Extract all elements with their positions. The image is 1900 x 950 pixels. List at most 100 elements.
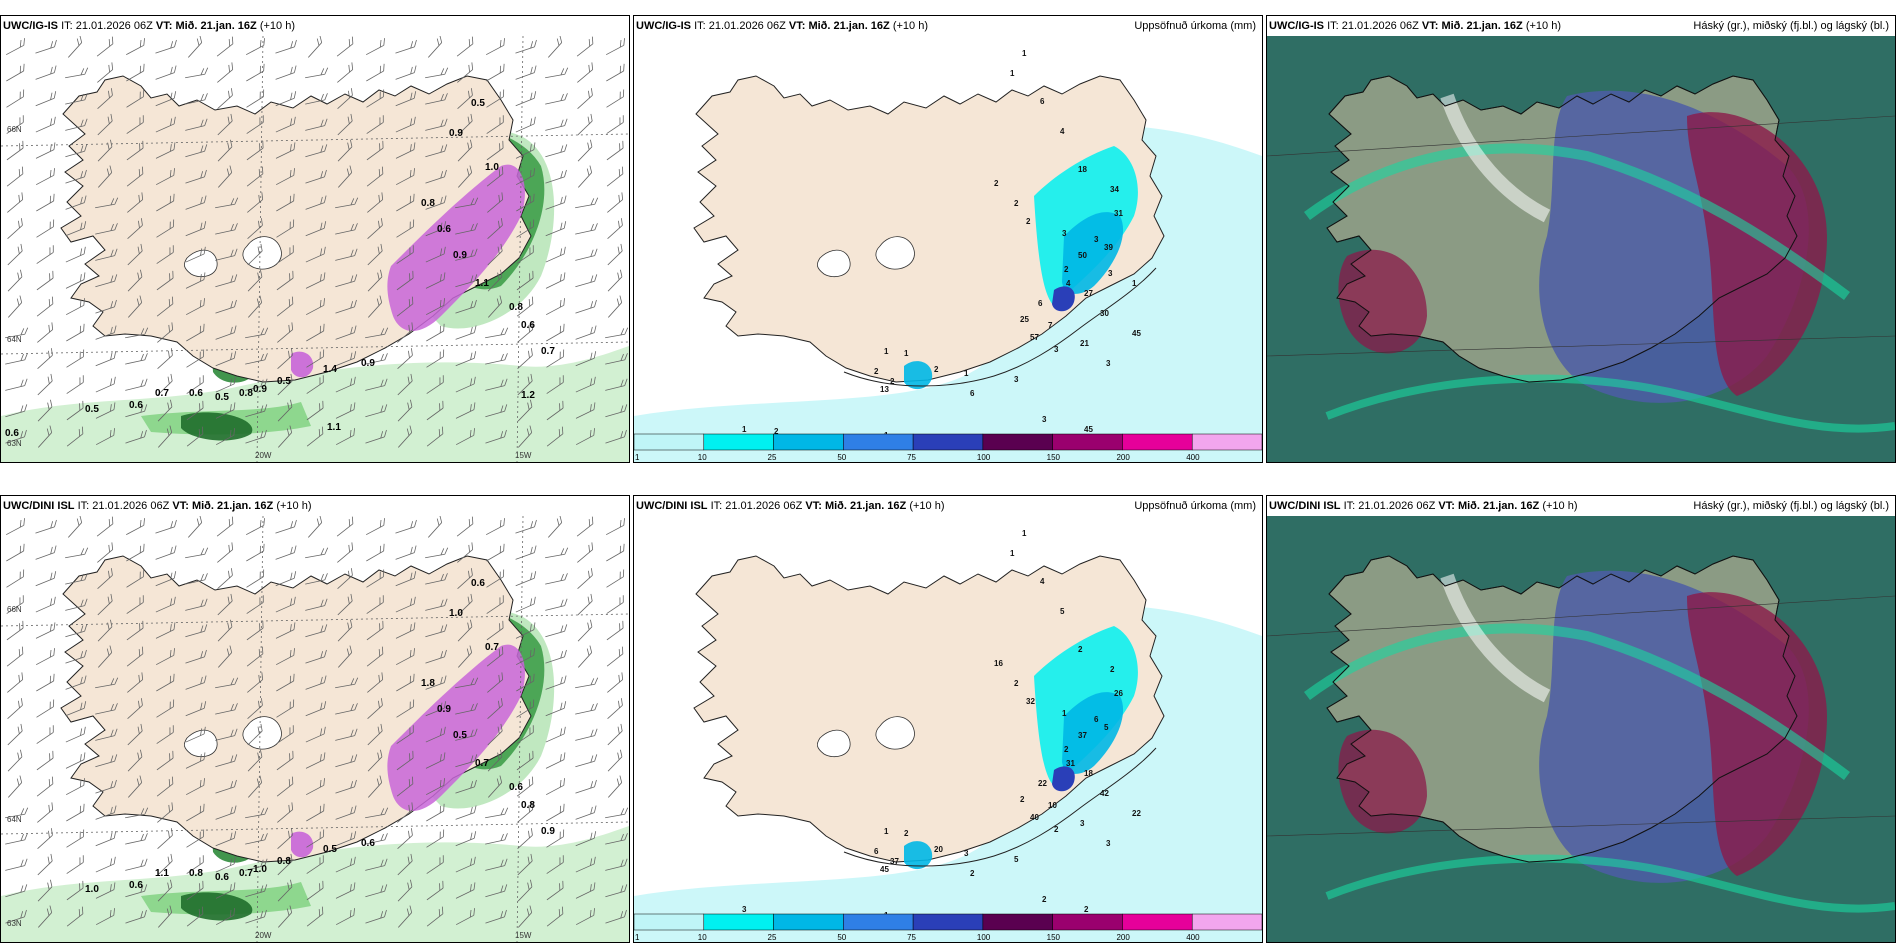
wind-barb [246, 115, 264, 134]
wind-barb [185, 752, 206, 769]
wind-barb [276, 699, 295, 718]
colorbar-tick: 25 [768, 453, 777, 462]
lat-label: 66N [7, 605, 22, 614]
wind-barb [485, 353, 508, 365]
wind-barb [575, 677, 599, 689]
wind-barb [305, 272, 326, 289]
wind-barb [335, 856, 356, 873]
clear-sky [1440, 93, 1551, 223]
wind-barb [396, 193, 415, 212]
colorbar-swatch [1191, 913, 1262, 931]
wind-barb [365, 833, 388, 845]
wind-barb [276, 725, 294, 744]
wind-barb [365, 884, 388, 898]
wind-barb [335, 402, 356, 419]
wind-value-label: 1.2 [521, 390, 535, 401]
wind-barb [275, 168, 295, 186]
precip-value-label: 2 [1054, 825, 1059, 834]
cloud-cover-edge [1325, 374, 1895, 433]
wind-barb [335, 197, 359, 209]
wind-barb [367, 269, 383, 292]
wind-barb [575, 402, 596, 419]
cloud-cover-edge [1304, 143, 1850, 301]
wind-barb [156, 699, 175, 718]
wind-barb [185, 778, 205, 796]
wind-barb [306, 855, 324, 874]
precip-value-label: 3 [964, 849, 969, 858]
wind-barb [127, 723, 143, 746]
wind-barb [545, 726, 566, 743]
wind-barb [35, 648, 55, 666]
wind-value-label: 0.8 [189, 868, 203, 879]
wind-barb [245, 38, 265, 56]
precip-value-label: 45 [1084, 425, 1093, 434]
cloud-map[interactable] [1267, 36, 1895, 462]
precip-value-label: 2 [1084, 905, 1089, 914]
wind-barb [215, 376, 236, 393]
wind-barb [156, 193, 175, 212]
wind-barb [485, 378, 508, 391]
colorbar-tick: 10 [698, 453, 707, 462]
wind-barb [185, 169, 207, 184]
wind-barb [607, 243, 623, 266]
wind-barb [545, 67, 569, 79]
wind-barb [517, 853, 533, 876]
wind-value-label: 0.9 [361, 358, 375, 369]
wind-barb [37, 322, 54, 343]
precip-map[interactable]: 1145216232226126537311822210403422232532… [634, 516, 1262, 942]
precip-value-label: 26 [1114, 689, 1123, 698]
wind-barb [335, 325, 357, 340]
wind-barb [338, 645, 353, 668]
wind-barb [546, 855, 564, 874]
wind-barb [247, 698, 263, 719]
wind-barb [186, 349, 205, 368]
wind-barb [308, 516, 323, 538]
wind-barb [606, 646, 624, 667]
wind-barb [278, 905, 293, 928]
wind-barb [426, 349, 445, 368]
precip-value-label: 3 [1108, 269, 1113, 278]
wind-barb [246, 569, 265, 588]
cloud-map[interactable] [1267, 516, 1895, 942]
wind-barb [126, 166, 144, 187]
wind-barb [97, 542, 114, 563]
wind-barb [605, 327, 629, 339]
precip-value-label: 1 [964, 369, 969, 378]
wind-barb [337, 88, 353, 109]
wind-barb [518, 905, 533, 928]
wind-barb [65, 573, 88, 585]
wind-barb [36, 296, 54, 317]
wind-barb [575, 805, 597, 820]
wind-barb [488, 295, 503, 318]
precip-value-label: 27 [1084, 289, 1093, 298]
precip-value-label: 2 [994, 179, 999, 188]
precip-high [904, 361, 933, 390]
wind-barb [6, 569, 25, 588]
panel-title: UWC/IG-IS IT: 21.01.2026 06Z VT: Mið. 21… [636, 20, 928, 32]
colorbar-tick: 150 [1047, 933, 1061, 942]
wind-barb [185, 675, 207, 690]
wind-barb [7, 218, 23, 239]
wind-barb [515, 39, 537, 54]
lon-label: 20W [255, 931, 272, 940]
wind-barb [36, 699, 55, 718]
precip-value-label: 1 [1062, 709, 1067, 718]
precip-value-label: 50 [1078, 251, 1087, 260]
wind-barb [7, 723, 23, 746]
precip-map[interactable]: 1164182223431323395042762575721304533312… [634, 36, 1262, 462]
wind-barb [335, 728, 358, 741]
wind-barb [305, 195, 327, 210]
wind-barb [368, 295, 383, 318]
precip-value-label: 3 [1094, 235, 1099, 244]
wind-barb [456, 516, 474, 537]
wind-barb [155, 519, 177, 534]
wind-value-label: 0.6 [129, 400, 143, 411]
wind-barb [157, 853, 173, 876]
wind-barb [36, 219, 55, 238]
wind-barb [455, 351, 477, 367]
wind-barb [367, 192, 384, 213]
wind-barb [485, 404, 508, 418]
wind-barb [365, 429, 387, 444]
